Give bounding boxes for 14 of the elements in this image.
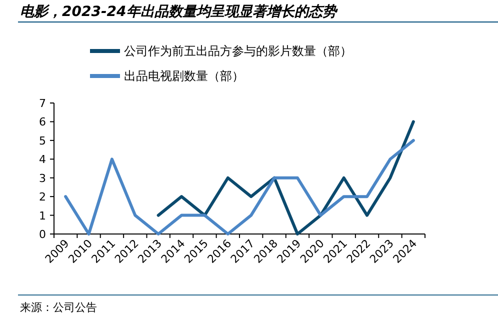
line-series [156, 120, 415, 236]
legend-label: 出品电视剧数量（部） [124, 69, 244, 83]
source-note: 来源：公司公告 [20, 301, 97, 314]
legend-label: 公司作为前五出品方参与的影片数量（部） [124, 44, 352, 58]
y-tick-label: 7 [39, 97, 46, 110]
y-tick-label: 4 [39, 153, 46, 166]
y-tick-label: 1 [39, 209, 46, 222]
line-series [64, 138, 415, 236]
y-tick-label: 6 [39, 116, 46, 129]
y-tick-label: 3 [39, 172, 46, 185]
y-tick-label: 0 [39, 228, 46, 241]
y-tick-label: 2 [39, 190, 46, 204]
chart-title: 电影，2023-24年出品数量均呈现显著增长的态势 [20, 4, 338, 20]
y-tick-label: 5 [39, 134, 46, 148]
